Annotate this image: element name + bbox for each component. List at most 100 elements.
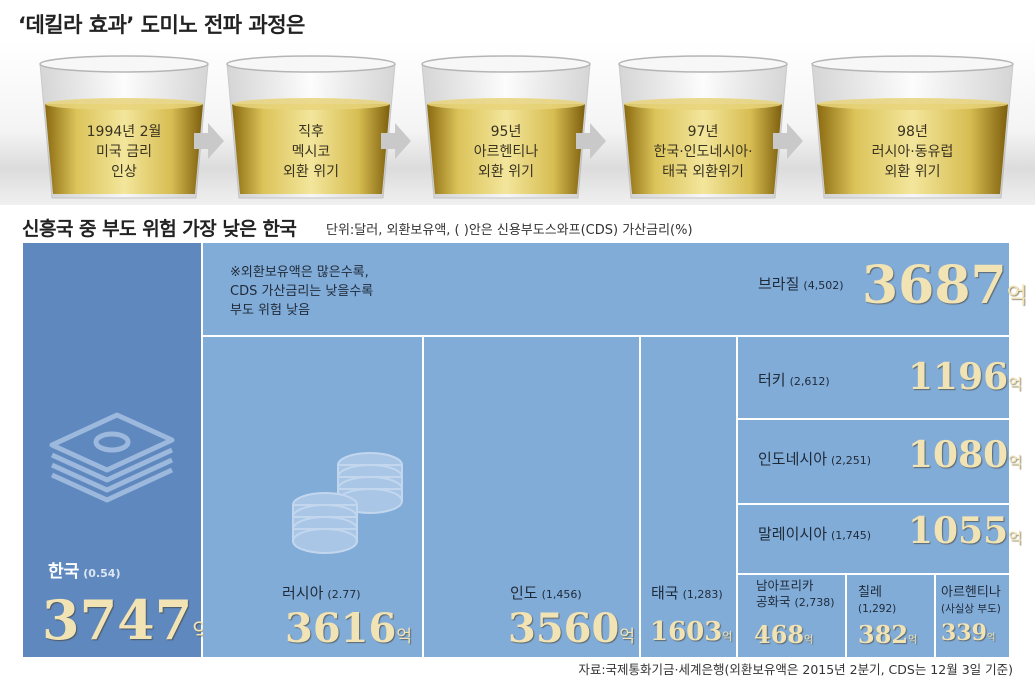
- reserves-value: 3747억: [42, 588, 213, 652]
- glass-step: 직후 멕시코 외환 위기: [225, 52, 397, 202]
- right-arrow-icon: [773, 123, 803, 163]
- chart-title: 신흥국 중 부도 위험 가장 낮은 한국: [22, 218, 297, 240]
- country-label: 러시아 (2.77): [282, 582, 360, 603]
- reserves-value: 382억: [858, 620, 917, 649]
- treemap-cell: [641, 337, 736, 657]
- country-name: 러시아: [282, 584, 324, 602]
- country-name: 터키: [758, 371, 786, 389]
- country-name: 인도네시아: [758, 450, 828, 468]
- country-label: 한국 (0.54): [48, 557, 120, 582]
- reserves-unit: 억: [908, 635, 918, 646]
- reserves-number: 3616: [285, 605, 397, 652]
- glass-label-line: 1994년 2월: [86, 124, 162, 140]
- cds-spread: (사실상 부도): [941, 603, 1001, 615]
- glass-label-line: 러시아·동유럽: [871, 144, 954, 160]
- reserves-number: 1196: [908, 356, 1009, 398]
- country-name: 한국: [48, 562, 80, 582]
- cds-spread: (1,745): [831, 529, 872, 542]
- country-label: 남아프리카 공화국 (2,738): [756, 578, 835, 611]
- reserves-number: 1080: [908, 434, 1009, 476]
- reserves-number: 3747: [42, 588, 193, 652]
- glass-label-line: 95년: [490, 124, 522, 140]
- country-label: 인도네시아 (2,251): [758, 448, 871, 469]
- cds-spread: (1,456): [541, 588, 582, 601]
- treemap-cell: [738, 337, 1009, 418]
- reserves-number: 3560: [508, 605, 620, 652]
- treemap-cell: [738, 505, 1009, 573]
- right-arrow-icon: [381, 123, 411, 163]
- reserves-unit: 억: [1008, 453, 1023, 471]
- cds-spread: (0.54): [83, 567, 121, 580]
- country-name: 칠레: [858, 585, 882, 600]
- reserves-unit: 억: [804, 635, 814, 646]
- money-stack-icon: [42, 400, 182, 514]
- reserves-unit: 억: [1008, 529, 1023, 547]
- reserves-value: 3687억: [862, 255, 1027, 316]
- treemap-cell: [847, 575, 934, 657]
- country-name: 인도: [510, 584, 538, 602]
- glass-label-line: 외환 위기: [283, 164, 339, 180]
- country-label: 아르헨티나 (사실상 부도): [941, 585, 1001, 617]
- reserves-value: 1603억: [650, 617, 733, 647]
- country-label: 인도 (1,456): [510, 582, 582, 603]
- unit-note: 단위:달러, 외환보유액, ( )안은 신용부도스와프(CDS) 가산금리(%): [326, 223, 693, 238]
- coins-icon: [285, 450, 415, 574]
- reserves-number: 1055: [908, 510, 1009, 552]
- glass-label-line: 98년: [897, 124, 928, 140]
- reserves-number: 468: [754, 620, 805, 649]
- glass-label-line: 태국 외환위기: [662, 164, 744, 180]
- reserves-unit: 억: [986, 633, 996, 643]
- country-label: 태국 (1,283): [651, 582, 723, 603]
- source-note: 자료:국제통화기금·세계은행(외환보유액은 2015년 2분기, CDS는 12…: [578, 662, 1013, 677]
- reserves-number: 339: [941, 620, 987, 646]
- treemap-cell: [203, 243, 1009, 335]
- reserves-value: 339억: [941, 620, 995, 646]
- glass-label-line: 한국·인도네시아·: [653, 144, 753, 160]
- legend-note-line: CDS 가산금리는 낮을수록: [230, 284, 374, 299]
- reserves-value: 1080억: [908, 434, 1022, 476]
- legend-note-line: ※외환보유액은 많은수록,: [230, 265, 369, 280]
- cds-spread: (2.77): [327, 588, 361, 601]
- country-label: 칠레 (1,292): [858, 585, 896, 617]
- right-arrow-icon: [576, 123, 606, 163]
- glass-label-line: 직후: [298, 124, 324, 140]
- glass-label-line: 외환 위기: [478, 164, 534, 180]
- cds-spread: (1,292): [858, 603, 897, 615]
- glass-label-line: 인상: [111, 164, 137, 180]
- treemap-cell: [424, 337, 639, 657]
- glass-label-line: 아르헨티나: [473, 144, 539, 160]
- infographic-title-domino: ‘데킬라 효과’ 도미노 전파 과정은: [18, 13, 305, 37]
- country-name: 공화국: [756, 594, 791, 609]
- country-name: 말레이시아: [758, 525, 828, 543]
- reserves-unit: 억: [1008, 375, 1023, 393]
- reserves-value: 3560억: [508, 605, 635, 652]
- treemap-cell: [738, 575, 845, 657]
- reserves-unit: 억: [396, 627, 412, 647]
- glass-label-line: 미국 금리: [96, 144, 152, 160]
- glass-label: 직후 멕시코 외환 위기: [225, 122, 397, 182]
- treemap-cell: [738, 420, 1009, 503]
- legend-note-line: 부도 위험 낮음: [230, 303, 311, 318]
- glass-label-line: 외환 위기: [884, 164, 941, 180]
- cds-spread: (1,283): [682, 588, 723, 601]
- country-name: 브라질: [758, 275, 800, 293]
- reserves-value: 468억: [754, 620, 813, 649]
- reserves-unit: 억: [619, 627, 635, 647]
- country-name: 태국: [651, 584, 679, 602]
- reserves-value: 1055억: [908, 510, 1022, 552]
- reserves-value: 3616억: [285, 605, 412, 652]
- glass-label-line: 97년: [687, 124, 719, 140]
- country-label: 말레이시아 (1,745): [758, 523, 871, 544]
- country-name: 아르헨티나: [941, 585, 1001, 600]
- cds-spread: (2,612): [789, 375, 830, 388]
- reserves-number: 382: [858, 620, 909, 649]
- treemap-cell: [936, 575, 1009, 657]
